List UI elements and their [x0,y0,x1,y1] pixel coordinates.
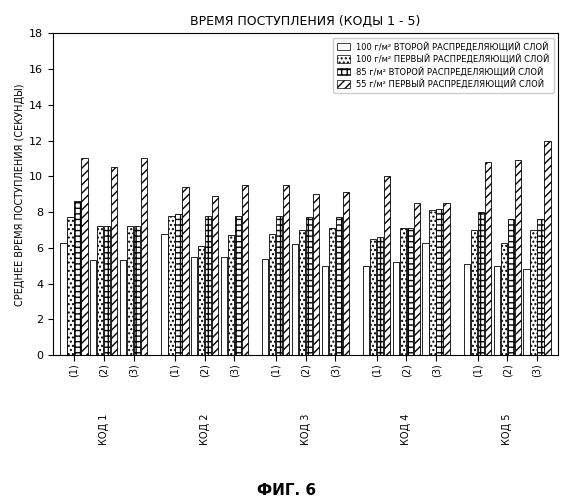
Bar [221,257,227,355]
Bar [523,270,529,355]
Bar [120,260,126,355]
Bar [393,262,399,355]
Bar [508,220,514,355]
Bar [60,242,66,355]
Bar [242,186,248,355]
Bar [191,257,197,355]
Bar [321,266,328,355]
Y-axis label: СРЕДНЕЕ ВРЕМЯ ПОСТУПЛЕНИЯ (СЕКУНДЫ): СРЕДНЕЕ ВРЕМЯ ПОСТУПЛЕНИЯ (СЕКУНДЫ) [15,83,25,306]
Bar [269,234,276,355]
Bar [90,260,96,355]
Bar [363,266,370,355]
Bar [422,242,429,355]
Bar [464,264,470,355]
Bar [370,239,376,355]
Bar [407,228,413,355]
Bar [74,202,81,355]
Bar [134,226,140,355]
Bar [81,158,88,355]
Text: ФИГ. 6: ФИГ. 6 [257,483,316,498]
Bar [485,162,491,355]
Text: КОД 1: КОД 1 [99,414,109,445]
Bar [205,216,211,355]
Bar [515,160,521,355]
Bar [127,226,133,355]
Bar [104,226,111,355]
Legend: 100 г/м² ВТОРОЙ РАСПРЕДЕЛЯЮЩИЙ СЛОЙ, 100 г/м² ПЕРВЫЙ РАСПРЕДЕЛЯЮЩИЙ СЛОЙ, 85 г/м: 100 г/м² ВТОРОЙ РАСПРЕДЕЛЯЮЩИЙ СЛОЙ, 100… [333,38,554,93]
Bar [141,158,147,355]
Bar [414,203,420,355]
Bar [544,140,551,355]
Bar [400,228,406,355]
Bar [444,203,450,355]
Bar [68,218,74,355]
Bar [471,230,477,355]
Bar [276,216,282,355]
Bar [235,216,241,355]
Bar [478,212,484,355]
Bar [168,216,175,355]
Bar [530,230,537,355]
Bar [283,186,289,355]
Bar [212,196,218,355]
Bar [328,228,335,355]
Bar [198,246,205,355]
Bar [161,234,168,355]
Bar [111,168,117,355]
Bar [501,242,507,355]
Bar [384,176,390,355]
Bar [227,236,234,355]
Text: КОД 5: КОД 5 [503,414,512,445]
Title: ВРЕМЯ ПОСТУПЛЕНИЯ (КОДЫ 1 - 5): ВРЕМЯ ПОСТУПЛЕНИЯ (КОДЫ 1 - 5) [190,15,421,28]
Bar [292,244,298,355]
Text: КОД 2: КОД 2 [199,414,210,445]
Bar [493,266,500,355]
Bar [343,192,349,355]
Bar [336,218,342,355]
Bar [175,214,182,355]
Bar [437,208,443,355]
Bar [377,237,383,355]
Text: КОД 3: КОД 3 [300,414,311,445]
Text: КОД 4: КОД 4 [401,414,411,445]
Bar [299,230,305,355]
Bar [429,210,436,355]
Bar [182,187,189,355]
Bar [97,226,104,355]
Bar [262,258,269,355]
Bar [306,218,312,355]
Bar [313,194,319,355]
Bar [537,220,544,355]
